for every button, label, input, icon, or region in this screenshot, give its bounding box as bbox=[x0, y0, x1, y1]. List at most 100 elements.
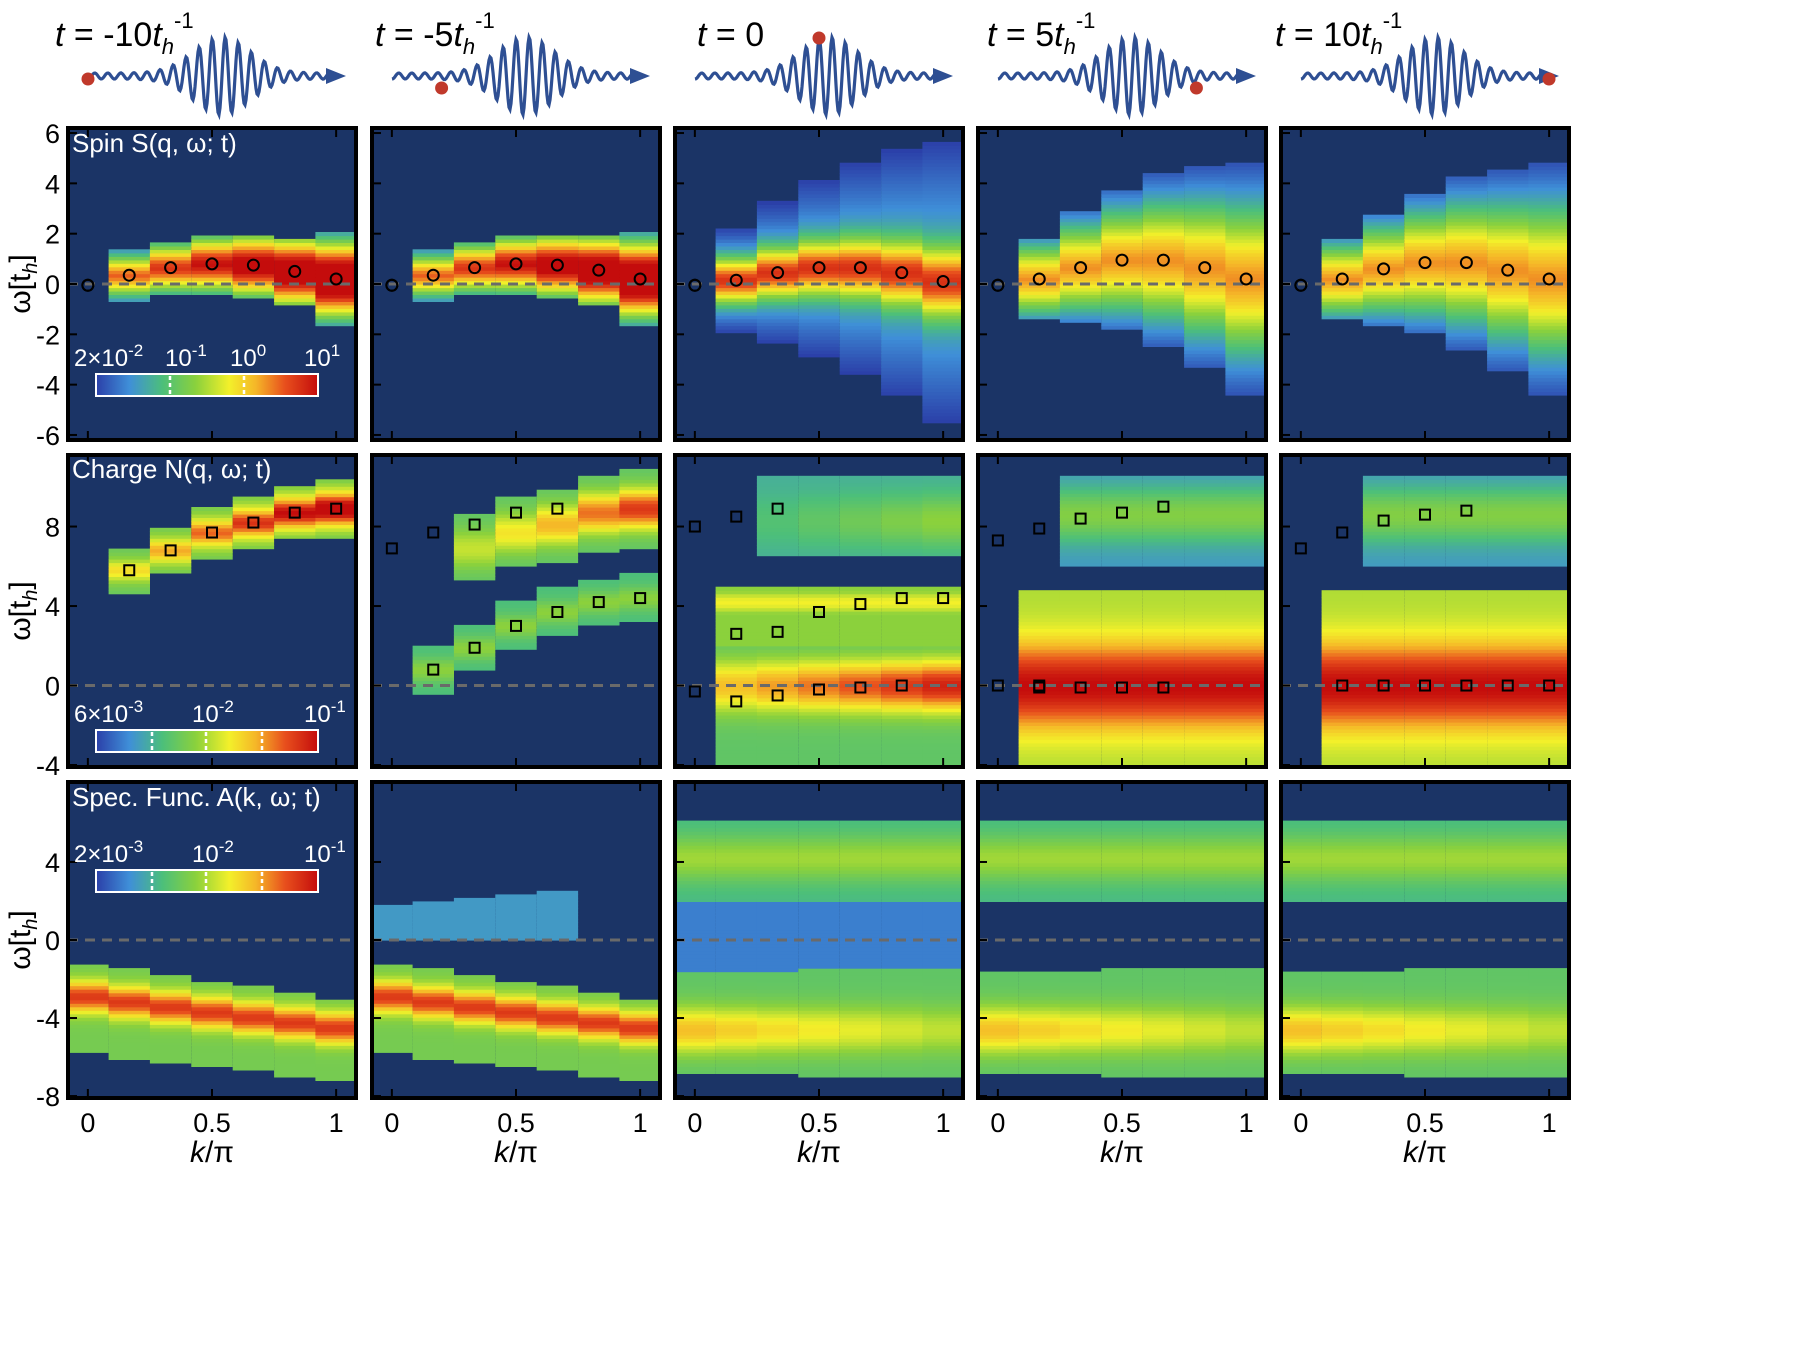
heat-cell bbox=[1528, 475, 1569, 480]
heat-cell bbox=[1487, 332, 1529, 337]
heat-cell bbox=[1101, 245, 1143, 250]
heat-cell bbox=[1362, 552, 1405, 557]
pulse-wave bbox=[391, 31, 638, 121]
heat-cell bbox=[1101, 301, 1143, 306]
heat-cell bbox=[1487, 756, 1529, 761]
heat-cell bbox=[798, 1069, 840, 1074]
heat-cell bbox=[978, 876, 1019, 881]
heat-cell bbox=[756, 901, 799, 906]
heat-cell bbox=[1404, 642, 1446, 647]
heat-cell bbox=[108, 559, 150, 564]
heat-cell bbox=[1018, 1062, 1060, 1067]
heat-cell bbox=[1059, 489, 1102, 494]
heat-cell bbox=[922, 287, 963, 292]
heat-cell bbox=[922, 1052, 963, 1057]
heat-cell bbox=[881, 273, 923, 278]
heat-cell bbox=[798, 911, 840, 916]
heat-cell bbox=[1528, 493, 1569, 498]
heat-cell bbox=[1142, 631, 1185, 636]
heat-cell bbox=[756, 897, 799, 902]
heat-cell bbox=[1404, 638, 1446, 643]
heat-cell bbox=[922, 311, 963, 316]
heat-cell bbox=[1487, 635, 1529, 640]
heat-cell bbox=[232, 249, 275, 254]
heat-cell bbox=[798, 1010, 840, 1015]
heat-cell bbox=[1142, 489, 1185, 494]
heat-cell bbox=[1404, 297, 1446, 302]
heat-cell bbox=[715, 883, 757, 888]
heat-cell bbox=[715, 277, 757, 282]
heat-cell bbox=[1101, 256, 1143, 261]
heat-cell bbox=[922, 176, 963, 181]
heat-cell bbox=[191, 1052, 233, 1057]
heat-cell bbox=[619, 1031, 660, 1036]
heat-cell bbox=[453, 256, 496, 261]
heat-cell bbox=[922, 715, 963, 720]
heat-cell bbox=[1059, 479, 1102, 484]
heat-cell bbox=[881, 391, 923, 396]
heat-cell bbox=[495, 263, 537, 268]
heat-cell bbox=[798, 238, 840, 243]
heat-cell bbox=[536, 290, 579, 295]
heat-cell bbox=[881, 507, 923, 512]
heat-cell bbox=[453, 541, 496, 546]
heat-cell bbox=[1445, 183, 1488, 188]
heat-cell bbox=[839, 1024, 882, 1029]
heat-cell bbox=[1142, 760, 1185, 765]
heat-cell bbox=[372, 1024, 413, 1029]
heat-cell bbox=[756, 859, 799, 864]
heat-cell bbox=[1059, 820, 1102, 825]
heat-cell bbox=[1321, 1010, 1363, 1015]
heat-cell bbox=[1404, 235, 1446, 240]
heat-cell bbox=[881, 820, 923, 825]
heat-cell bbox=[1445, 604, 1488, 609]
heat-cell bbox=[191, 520, 233, 525]
heat-cell bbox=[495, 915, 537, 920]
heat-cell bbox=[149, 1013, 192, 1018]
heat-cell bbox=[495, 270, 537, 275]
heat-cell bbox=[1487, 245, 1529, 250]
heat-cell bbox=[1281, 1020, 1322, 1025]
heat-cell bbox=[1184, 866, 1226, 871]
heat-cell bbox=[1445, 186, 1488, 191]
heat-cell bbox=[1059, 866, 1102, 871]
heat-cell bbox=[756, 538, 799, 543]
heat-cell bbox=[756, 604, 799, 609]
heat-cell bbox=[798, 611, 840, 616]
heat-cell bbox=[1018, 308, 1060, 313]
heat-cell bbox=[536, 901, 579, 906]
heat-cell bbox=[839, 982, 882, 987]
heat-cell bbox=[274, 1031, 316, 1036]
heat-cell bbox=[798, 845, 840, 850]
heat-cell bbox=[839, 486, 882, 491]
heat-cell bbox=[675, 1052, 716, 1057]
heat-cell bbox=[191, 527, 233, 532]
heat-cell bbox=[1445, 838, 1488, 843]
heat-cell bbox=[1225, 827, 1266, 832]
heat-cell bbox=[1487, 534, 1529, 539]
heat-cell bbox=[1404, 1034, 1446, 1039]
heat-cell bbox=[881, 235, 923, 240]
heat-cell bbox=[1404, 880, 1446, 885]
heat-cell bbox=[1362, 486, 1405, 491]
heat-cell bbox=[715, 947, 757, 952]
heat-cell bbox=[1487, 360, 1529, 365]
heat-cell bbox=[1528, 332, 1569, 337]
heat-cell bbox=[495, 901, 537, 906]
peak-marker bbox=[1419, 679, 1431, 692]
heat-cell bbox=[1321, 690, 1363, 695]
heat-cell bbox=[1059, 663, 1102, 668]
heat-cell bbox=[756, 242, 799, 247]
x-axis-label: k/π bbox=[1403, 1136, 1447, 1169]
heat-cell bbox=[1225, 479, 1266, 484]
heat-cell bbox=[1445, 332, 1488, 337]
heat-cell bbox=[1445, 680, 1488, 685]
heat-cell bbox=[1404, 221, 1446, 226]
heat-cell bbox=[412, 645, 454, 650]
heat-cell bbox=[1445, 624, 1488, 629]
heat-cell bbox=[1142, 597, 1185, 602]
heat-cell bbox=[191, 548, 233, 553]
heat-cell bbox=[1225, 725, 1266, 730]
heat-cell bbox=[1059, 1010, 1102, 1015]
heat-cell bbox=[1225, 715, 1266, 720]
